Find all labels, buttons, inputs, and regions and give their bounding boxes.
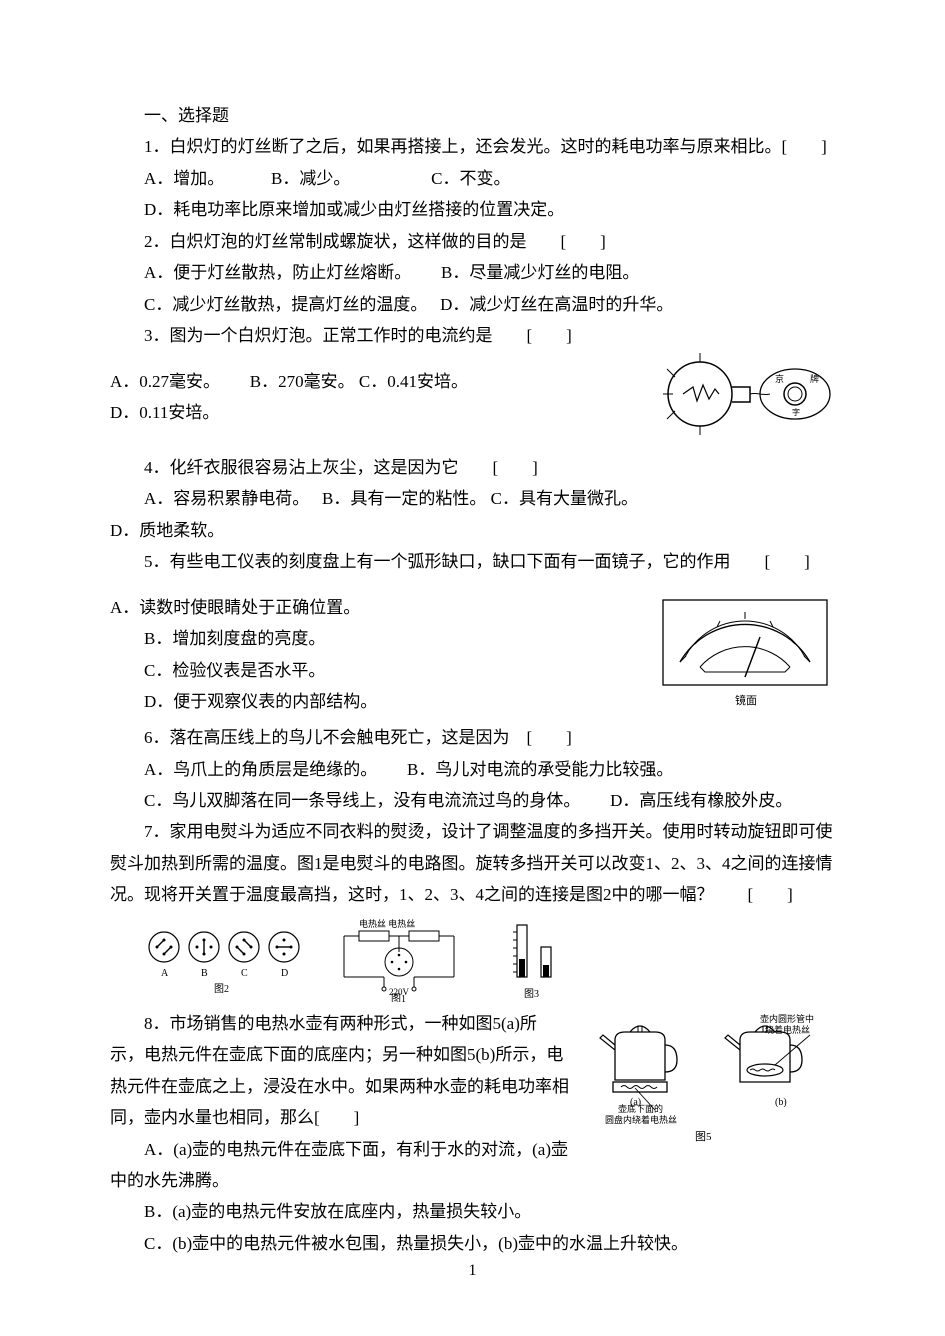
bulb-icon: 京 牌 字 (655, 347, 835, 442)
q4-optC: C．具有大量微孔。 (491, 489, 638, 508)
q1-stem: 1．白炽灯的灯丝断了之后，如果再搭接上，还会发光。这时的耗电功率与原来相比。[ … (110, 131, 835, 162)
svg-text:(b): (b) (775, 1097, 787, 1108)
meter-icon: 镜面 (655, 592, 835, 712)
q3-optC: C．0.41安培。 (359, 372, 468, 391)
q6-optD: D．高压线有橡胶外皮。 (610, 791, 792, 810)
svg-text:圆盘内绕着电热丝: 圆盘内绕着电热丝 (605, 1114, 677, 1125)
q5-optA: A．读数时使眼睛处于正确位置。 (110, 592, 645, 623)
svg-text:D: D (281, 968, 288, 979)
figure2-switches: A B C D (144, 922, 309, 997)
q3-text: A．0.27毫安。 B．270毫安。 C．0.41安培。 D．0.11安培。 (110, 352, 645, 429)
q3-optD: D．0.11安培。 (110, 397, 645, 428)
q2-row1: A．便于灯丝散热，防止灯丝熔断。 B．尽量减少灯丝的电阻。 (110, 257, 835, 288)
q1-optB: B．减少。 (271, 169, 342, 188)
q8-block: 壶内圆形管中 绕着电热丝 壶底下面的 圆盘内绕着电热丝 (a) (b) 图5 8… (110, 1008, 835, 1260)
svg-text:壶内圆形管中: 壶内圆形管中 (760, 1013, 814, 1024)
svg-text:B: B (201, 968, 208, 979)
fig3-label: 图3 (524, 988, 539, 1000)
svg-text:电热丝 电热丝: 电热丝 电热丝 (359, 918, 415, 929)
q2-optC: C．减少灯丝散热，提高灯丝的温度。 (144, 295, 419, 314)
page-number: 1 (469, 1256, 477, 1286)
q3-optA: A．0.27毫安。 (110, 372, 212, 391)
fig1-label: 图1 (391, 993, 406, 1002)
q4-optA: A．容易积累静电荷。 (144, 489, 301, 508)
q4-row1: A．容易积累静电荷。 B．具有一定的粘性。 C．具有大量微孔。 (110, 483, 835, 514)
figure3-thermometer: 图3 (499, 917, 579, 1002)
q2-row2: C．减少灯丝散热，提高灯丝的温度。 D．减少灯丝在高温时的升华。 (110, 289, 835, 320)
q7-figures: A B C D (144, 917, 835, 1002)
q4-optD: D．质地柔软。 (110, 515, 835, 546)
q5-stem: 5．有些电工仪表的刻度盘上有一个弧形缺口，缺口下面有一面镜子，它的作用 [ ] (110, 546, 835, 577)
bulb-text-1: 京 (775, 373, 784, 384)
q6-stem: 6．落在高压线上的鸟儿不会触电死亡，这是因为 [ ] (110, 722, 835, 753)
document-content: 一、选择题 1．白炽灯的灯丝断了之后，如果再搭接上，还会发光。这时的耗电功率与原… (110, 100, 835, 1259)
kettle-icon: 壶内圆形管中 绕着电热丝 壶底下面的 圆盘内绕着电热丝 (a) (b) 图5 (580, 1010, 835, 1150)
q3-opts1: A．0.27毫安。 B．270毫安。 C．0.41安培。 (110, 366, 645, 397)
q5-text: A．读数时使眼睛处于正确位置。 B．增加刻度盘的亮度。 C．检验仪表是否水平。 … (110, 592, 645, 718)
q2-stem: 2．白炽灯泡的灯丝常制成螺旋状，这样做的目的是 [ ] (110, 226, 835, 257)
q6-row1: A．鸟爪上的角质层是绝缘的。 B．鸟儿对电流的承受能力比较强。 (110, 754, 835, 785)
q4-optB: B．具有一定的粘性。 (322, 489, 486, 508)
q5-figure: 镜面 (645, 592, 835, 722)
q8-optB: B．(a)壶的电热元件安放在底座内，热量损失较小。 (110, 1196, 835, 1227)
bulb-text-3: 字 (792, 407, 800, 417)
q7-stem: 7．家用电熨斗为适应不同衣料的熨烫，设计了调整温度的多挡开关。使用时转动旋钮即可… (110, 816, 835, 910)
q1-optA: A．增加。 (144, 169, 216, 188)
fig2-label: 图2 (214, 983, 229, 995)
svg-text:(a): (a) (630, 1097, 641, 1108)
svg-text:C: C (241, 968, 248, 979)
q6-row2: C．鸟儿双脚落在同一条导线上，没有电流流过鸟的身体。 D．高压线有橡胶外皮。 (110, 785, 835, 816)
q1-row1: A．增加。 B．减少。 C．不变。 (110, 163, 835, 194)
q6-optB: B．鸟儿对电流的承受能力比较强。 (407, 760, 673, 779)
q3-figure: 京 牌 字 (645, 352, 835, 452)
q4-stem: 4．化纤衣服很容易沾上灰尘，这是因为它 [ ] (110, 452, 835, 483)
q3-optB: B．270毫安。 (250, 372, 355, 391)
q2-optD: D．减少灯丝在高温时的升华。 (440, 295, 673, 314)
figure1-circuit: 电热丝 电热丝 220V 图1 (329, 917, 479, 1002)
svg-text:绕着电热丝: 绕着电热丝 (765, 1024, 810, 1035)
q8-figure: 壶内圆形管中 绕着电热丝 壶底下面的 圆盘内绕着电热丝 (a) (b) 图5 (580, 1010, 835, 1160)
section-title: 一、选择题 (110, 100, 835, 131)
q5-optC: C．检验仪表是否水平。 (110, 655, 645, 686)
q8-optC: C．(b)壶中的电热元件被水包围，热量损失小，(b)壶中的水温上升较快。 (110, 1228, 835, 1259)
q2-optA: A．便于灯丝散热，防止灯丝熔断。 (144, 263, 403, 282)
q5-optD: D．便于观察仪表的内部结构。 (110, 686, 645, 717)
q1-optD: D．耗电功率比原来增加或减少由灯丝搭接的位置决定。 (110, 194, 835, 225)
q6-optC: C．鸟儿双脚落在同一条导线上，没有电流流过鸟的身体。 (144, 791, 572, 810)
q6-optA: A．鸟爪上的角质层是绝缘的。 (144, 760, 369, 779)
fig5-label: 图5 (695, 1130, 712, 1143)
mirror-label: 镜面 (735, 693, 757, 707)
q3-row: A．0.27毫安。 B．270毫安。 C．0.41安培。 D．0.11安培。 京 (110, 352, 835, 452)
q5-optB: B．增加刻度盘的亮度。 (110, 623, 645, 654)
q5-row: A．读数时使眼睛处于正确位置。 B．增加刻度盘的亮度。 C．检验仪表是否水平。 … (110, 592, 835, 722)
bulb-text-2: 牌 (810, 373, 819, 384)
q1-optC: C．不变。 (431, 169, 510, 188)
q2-optB: B．尽量减少灯丝的电阻。 (441, 263, 639, 282)
svg-text:A: A (161, 968, 169, 979)
